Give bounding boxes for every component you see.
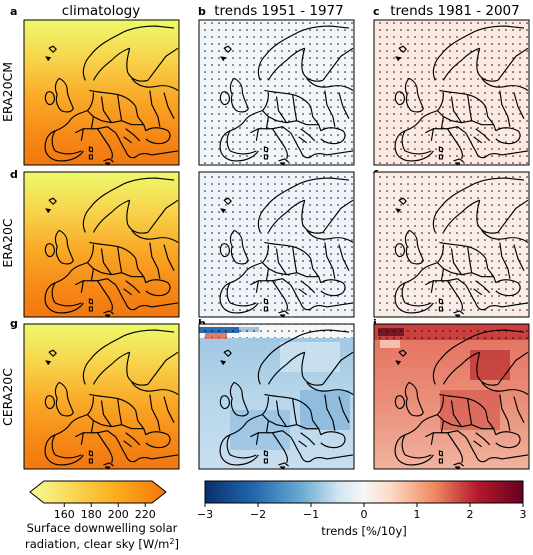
- colorbar-trends-tick-label: 0: [361, 508, 368, 521]
- panel-f-map: [373, 171, 530, 318]
- panel-letter-d: d: [10, 168, 18, 181]
- colorbar-climatology-tick-label: 160: [54, 508, 75, 521]
- colorbar-trends-label: trends [%/10y]: [321, 524, 407, 538]
- column-title-trends-1951-1977: trends 1951 - 1977: [214, 3, 343, 19]
- colorbar-trends: −3 −2 −1 0 1 2 3 trends [%/10y]: [197, 480, 527, 538]
- panel-h-map: [198, 323, 355, 470]
- colorbar-climatology-label-line2: radiation, clear sky [W/m2]: [25, 537, 179, 552]
- colorbar-climatology-label-line1: Surface downwelling solar: [27, 521, 178, 535]
- colorbar-trends-tick-label: −3: [197, 508, 213, 521]
- colorbar-climatology-tick-label: 200: [108, 508, 129, 521]
- panel-b-map: [198, 19, 355, 166]
- colorbar-trends-tick-label: 3: [520, 508, 527, 521]
- panel-letter-c: c: [373, 5, 380, 18]
- panel-d-map: [23, 171, 180, 318]
- column-title-trends-1981-2007: trends 1981 - 2007: [390, 3, 519, 19]
- colorbar-climatology-tick-label: 180: [81, 508, 102, 521]
- colorbar-trends-tick-label: −1: [303, 508, 319, 521]
- panel-g-map: [23, 323, 180, 470]
- colorbar-climatology: 160 180 200 220 Surface downwelling solar r…: [25, 480, 179, 552]
- row-label-era20cm: ERA20CM: [0, 62, 15, 122]
- colorbar-trends-tick-label: 2: [467, 508, 474, 521]
- panel-letter-a: a: [10, 5, 17, 18]
- panel-c-map: [373, 19, 530, 166]
- panel-a-map: [23, 19, 180, 166]
- panel-i-map: [373, 323, 530, 470]
- panel-e-map: [198, 171, 355, 318]
- row-label-era20c: ERA20C: [0, 218, 15, 268]
- column-title-climatology: climatology: [62, 3, 140, 19]
- panel-letter-b: b: [198, 5, 206, 18]
- panel-letter-g: g: [10, 317, 18, 330]
- colorbar-trends-tick-label: −2: [250, 508, 266, 521]
- row-label-cera20c: CERA20C: [0, 368, 15, 426]
- colorbar-trends-tick-label: 1: [414, 508, 421, 521]
- colorbar-climatology-tick-label: 220: [135, 508, 156, 521]
